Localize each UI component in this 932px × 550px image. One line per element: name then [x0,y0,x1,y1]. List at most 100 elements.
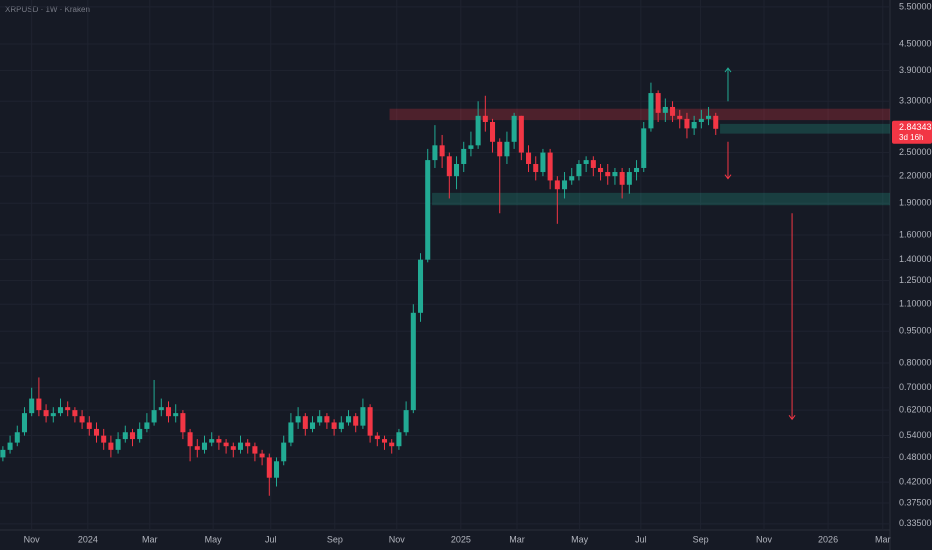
candle-body [259,453,265,458]
candle-body [446,156,452,177]
candle-body [648,93,654,129]
candle-body [540,152,546,173]
last-price-badge [892,120,932,144]
x-tick-label: Nov [24,534,41,544]
x-tick-label: Jul [635,534,647,544]
candle-body [554,180,560,190]
candle-body [475,115,481,146]
candle-body [273,461,280,478]
y-tick-label: 0.54000 [899,430,932,440]
candle-body [309,422,316,429]
candle-body [144,422,150,429]
candle-body [432,145,438,161]
candle-body [122,432,128,440]
candle-body [490,121,496,142]
x-tick-label: Jul [265,534,277,544]
candle-body [223,442,229,447]
arrow [724,67,732,102]
candle-body [526,152,532,164]
y-tick-label: 1.10000 [899,299,932,309]
candle-body [93,428,100,436]
arrow [724,141,732,180]
x-tick-label: 2026 [818,534,838,544]
y-tick-label: 3.30000 [899,96,932,106]
candle-body [353,416,359,426]
x-tick-label: 2025 [451,534,471,544]
candle-body [518,115,524,153]
candle-body [583,160,589,164]
candle-body [504,141,510,157]
candle-body [187,432,193,447]
y-tick-label: 2.50000 [899,147,932,157]
candle-body [115,439,121,450]
candle-body [72,410,78,417]
y-tick-label: 0.48000 [899,452,932,462]
arrow [788,213,796,421]
candle-body [57,407,64,414]
y-tick-label: 0.62000 [899,404,932,414]
candle-body [281,442,287,462]
candle-body [266,457,272,478]
candle-body [245,442,251,447]
candle-body [713,115,719,129]
candle-body [43,410,49,417]
candle-body [331,422,337,429]
candle-body [626,172,632,185]
y-tick-label: 4.50000 [899,38,932,48]
candle-body [129,432,136,440]
candle-body [403,410,409,433]
last-price-label: 2.84343 [899,122,932,132]
candle-body [454,163,460,177]
candle-body [101,435,107,443]
candle-body [612,172,618,177]
candle-body [634,167,640,173]
candle-body [590,160,596,168]
y-tick-label: 1.60000 [899,229,932,239]
y-tick-label: 0.37500 [899,497,932,507]
candle-body [461,148,467,164]
candle-body [367,407,373,436]
y-tick-label: 1.40000 [899,254,932,264]
candle-body [396,432,402,447]
candle-body [216,439,222,443]
x-tick-label: Mar [509,534,525,544]
candle-body [389,442,395,447]
candle-body [252,446,258,454]
y-tick-label: 5.50000 [899,1,932,11]
candle-body [36,398,42,411]
countdown: 3d 16h [899,133,923,142]
y-tick-label: 2.20000 [899,171,932,181]
y-tick-label: 0.95000 [899,326,932,336]
candle-body [425,160,431,260]
candle-body [562,180,568,190]
candle-body [324,416,330,423]
x-tick-label: Sep [693,534,709,544]
x-tick-label: Sep [327,534,343,544]
candle-body [108,442,114,450]
candle-body [533,163,539,173]
candle-body [86,422,92,429]
candle-body [194,446,200,450]
candle-body [576,163,582,177]
candle-body [165,407,172,417]
candle-body [417,259,424,313]
candle-body [79,416,85,423]
candle-body [317,416,323,423]
candle-body [201,442,208,450]
x-tick-label: Mar [142,534,158,544]
y-tick-label: 3.90000 [899,65,932,75]
y-tick-label: 0.33500 [899,518,932,528]
zone [389,108,890,121]
candle-body [569,176,575,181]
y-tick-label: 0.70000 [899,382,932,392]
candle-body [29,398,35,414]
candle-body [7,442,13,450]
candle-body [677,115,683,119]
y-tick-label: 1.90000 [899,198,932,208]
candle-body [50,413,56,417]
candle-body [511,115,517,142]
candle-body [547,152,553,181]
candle-body [295,416,301,423]
candle-body [482,115,488,122]
